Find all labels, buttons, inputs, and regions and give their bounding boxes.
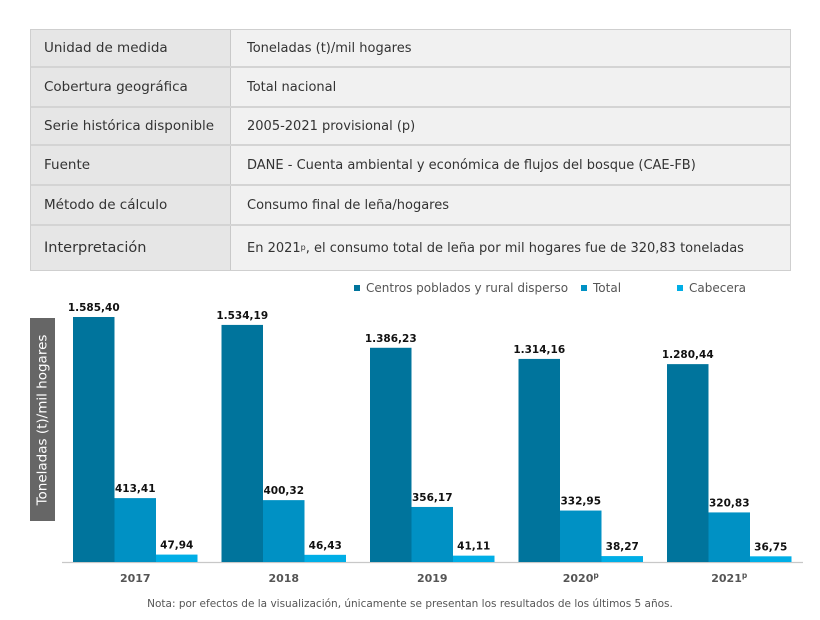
data-label: 413,41 [115,483,156,495]
data-label: 320,83 [709,497,750,509]
bar-2017-series-0 [73,317,115,562]
bar-2020-series-2 [601,556,643,562]
info-label: Serie histórica disponible [31,108,231,144]
bar-2017-series-2 [156,554,198,562]
bar-2021-series-2 [750,556,792,562]
data-label: 36,75 [754,541,787,553]
x-tick-label: 2020p [563,571,600,585]
interpretation-text-pre: En 2021 [247,240,301,256]
data-label: 356,17 [412,492,453,504]
info-row-serie: Serie histórica disponible 2005-2021 pro… [31,108,790,146]
data-label: 1.314,16 [513,344,565,356]
info-label: Cobertura geográfica [31,68,231,106]
bar-2019-series-0 [370,347,412,562]
legend-label: Centros poblados y rural disperso [366,281,569,295]
info-label: Fuente [31,146,231,184]
x-tick-label: 2018 [268,572,299,585]
x-tick-label: 2021p [711,571,748,585]
data-label: 1.386,23 [365,333,417,345]
provisional-superscript: p [742,571,748,580]
legend-swatch-square-icon [677,285,683,291]
data-label: 332,95 [560,496,601,508]
bar-2019-series-1 [411,506,453,562]
legend-label: Total [593,281,622,295]
data-label: 47,94 [160,540,193,552]
bar-2020-series-0 [518,358,560,562]
info-label: Unidad de medida [31,30,231,66]
legend-label: Cabecera [689,281,746,295]
info-value: En 2021 p, el consumo total de leña por m… [247,240,744,256]
chart-note: Nota: por efectos de la visualización, ú… [147,598,673,610]
data-label: 1.280,44 [662,349,714,361]
info-label: Método de cálculo [31,186,231,224]
chart-legend: Centros poblados y rural disperso Total … [354,281,746,295]
info-row-cobertura: Cobertura geográfica Total nacional [31,68,790,108]
data-label: 1.534,19 [216,310,268,322]
legend-swatch-square-icon [354,285,360,291]
bar-2019-series-2 [453,555,495,562]
x-tick-label: 2019 [417,572,448,585]
data-label: 41,11 [457,541,490,553]
info-value: DANE - Cuenta ambiental y económica de f… [247,157,696,173]
x-tick-label: 2017 [120,572,151,585]
legend-item-total: Total [581,281,677,295]
bar-2020-series-1 [560,510,602,562]
interpretation-text-post: , el consumo total de leña por mil hogar… [305,240,744,256]
data-label: 46,43 [309,540,342,552]
bar-2018-series-0 [221,324,263,562]
info-value: Consumo final de leña/hogares [247,197,449,213]
info-row-metodo: Método de cálculo Consumo final de leña/… [31,186,790,226]
bar-2018-series-2 [304,554,346,562]
bar-2018-series-1 [263,500,305,562]
legend-item-cabecera: Cabecera [677,281,746,295]
y-axis-label-box: Toneladas (t)/mil hogares [30,318,55,521]
info-value: 2005-2021 provisional (p) [247,118,416,134]
indicator-info-table: Unidad de medida Toneladas (t)/mil hogar… [30,29,791,271]
data-label: 400,32 [263,485,304,497]
bar-2021-series-1 [708,512,750,562]
info-value: Toneladas (t)/mil hogares [247,40,412,56]
info-row-unidad: Unidad de medida Toneladas (t)/mil hogar… [31,30,790,68]
provisional-superscript: p [593,571,599,580]
legend-item-centros-poblados: Centros poblados y rural disperso [354,281,581,295]
info-value: Total nacional [247,79,337,95]
info-row-interpretacion: Interpretación En 2021 p, el consumo tota… [31,226,790,270]
info-label: Interpretación [31,226,231,270]
bar-2021-series-0 [667,364,709,562]
legend-swatch-square-icon [581,285,587,291]
data-label: 38,27 [606,541,639,553]
data-label: 1.585,40 [68,302,120,314]
info-row-fuente: Fuente DANE - Cuenta ambiental y económi… [31,146,790,186]
bar-2017-series-1 [114,498,156,562]
